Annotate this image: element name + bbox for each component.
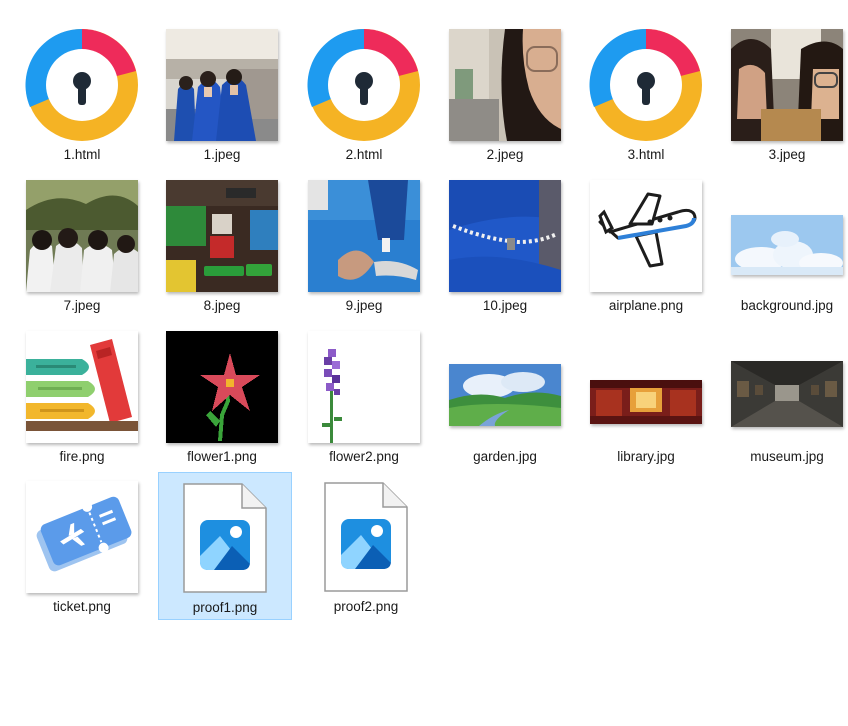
- file-item-10-jpeg[interactable]: 10.jpeg: [438, 171, 572, 319]
- file-item-1-html[interactable]: 1.html: [15, 20, 149, 168]
- photo-selfie-thumbnail: [731, 29, 843, 141]
- browser-shield-icon: [25, 28, 138, 141]
- file-item-airplane-png[interactable]: airplane.png: [579, 171, 713, 319]
- image-file-icon: [324, 482, 408, 592]
- file-item-fire-png[interactable]: fire.png: [15, 322, 149, 470]
- file-name: airplane.png: [608, 298, 684, 313]
- pixel-flower-thumbnail: [166, 331, 278, 443]
- file-item-1-jpeg[interactable]: 1.jpeg: [155, 20, 289, 168]
- file-name: garden.jpg: [473, 449, 537, 464]
- photo-graduation-thumbnail: [166, 29, 278, 141]
- file-item-3-html[interactable]: 3.html: [579, 20, 713, 168]
- file-item-flower2-png[interactable]: flower2.png: [297, 322, 431, 470]
- browser-shield-icon: [307, 28, 420, 141]
- browser-shield-icon: [589, 28, 702, 141]
- file-item-2-html[interactable]: 2.html: [297, 20, 431, 168]
- file-name: 2.html: [345, 147, 383, 162]
- file-name: proof2.png: [333, 599, 399, 614]
- file-item-flower1-png[interactable]: flower1.png: [155, 322, 289, 470]
- pixel-lavender-thumbnail: [308, 331, 420, 443]
- pixel-garden-thumbnail: [449, 364, 561, 426]
- file-name: proof1.png: [192, 600, 258, 615]
- file-item-7-jpeg[interactable]: 7.jpeg: [15, 171, 149, 319]
- file-name: museum.jpg: [750, 449, 824, 464]
- photo-hands-thumbnail: [308, 180, 420, 292]
- file-name: ticket.png: [53, 599, 111, 614]
- photo-group-thumbnail: [26, 180, 138, 292]
- file-name: fire.png: [59, 449, 105, 464]
- file-item-proof2-png[interactable]: proof2.png: [299, 472, 433, 620]
- file-name: 9.jpeg: [345, 298, 383, 313]
- file-name: 8.jpeg: [203, 298, 241, 313]
- file-item-library-jpg[interactable]: library.jpg: [579, 322, 713, 470]
- file-name: background.jpg: [740, 298, 834, 313]
- file-item-ticket-png[interactable]: ticket.png: [15, 472, 149, 620]
- photo-bracelet-thumbnail: [449, 180, 561, 292]
- sky-clouds-thumbnail: [731, 215, 843, 275]
- file-item-2-jpeg[interactable]: 2.jpeg: [438, 20, 572, 168]
- file-name: 2.jpeg: [486, 147, 524, 162]
- image-file-icon: [183, 483, 267, 593]
- file-name: flower1.png: [187, 449, 257, 464]
- file-name: 3.jpeg: [768, 147, 806, 162]
- photo-selfie-thumbnail: [449, 29, 561, 141]
- ticket-thumbnail: [26, 481, 138, 593]
- museum-hall-thumbnail: [731, 361, 843, 427]
- file-name: 1.html: [63, 147, 101, 162]
- file-name: 10.jpeg: [482, 298, 528, 313]
- file-name: 3.html: [627, 147, 665, 162]
- file-item-garden-jpg[interactable]: garden.jpg: [438, 322, 572, 470]
- file-name: library.jpg: [617, 449, 675, 464]
- file-name: flower2.png: [329, 449, 399, 464]
- pixel-library-thumbnail: [590, 380, 702, 424]
- airplane-thumbnail: [590, 180, 702, 292]
- file-name: 1.jpeg: [203, 147, 241, 162]
- file-item-proof1-png[interactable]: proof1.png: [158, 472, 292, 620]
- file-item-background-jpg[interactable]: background.jpg: [720, 171, 848, 319]
- books-thumbnail: [26, 331, 138, 443]
- file-item-8-jpeg[interactable]: 8.jpeg: [155, 171, 289, 319]
- game-screenshot-thumbnail: [166, 180, 278, 292]
- file-item-3-jpeg[interactable]: 3.jpeg: [720, 20, 848, 168]
- file-item-9-jpeg[interactable]: 9.jpeg: [297, 171, 431, 319]
- file-name: 7.jpeg: [63, 298, 101, 313]
- file-item-museum-jpg[interactable]: museum.jpg: [720, 322, 848, 470]
